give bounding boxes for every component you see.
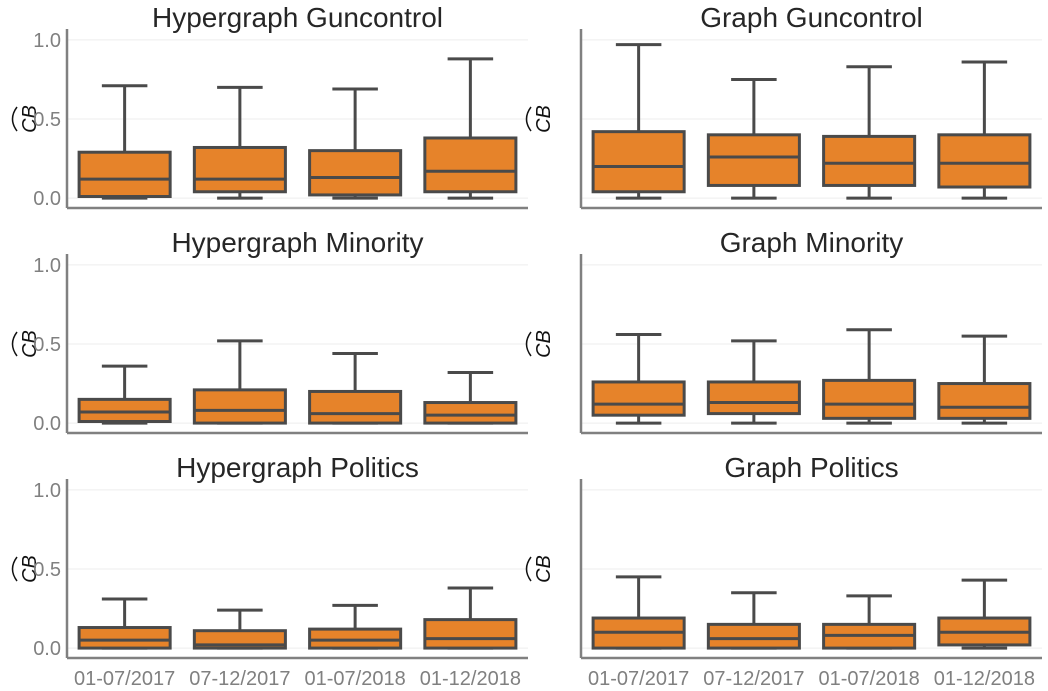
y-tick-label: 0.5: [33, 334, 61, 356]
chart-title: Graph Politics: [724, 452, 898, 483]
panel-1: Hypergraph Guncontrol CB 0.0 0.5 1.0: [11, 2, 528, 210]
iqr-box: [77, 397, 172, 424]
box-1: [591, 43, 686, 200]
iqr-box: [192, 388, 287, 425]
iqr-box: [308, 149, 403, 197]
y-axis-label: CB: [525, 555, 555, 583]
chart-title: Hypergraph Politics: [176, 452, 419, 483]
iqr-box: [937, 382, 1032, 420]
x-tick-label: 01-07/2018: [819, 668, 920, 690]
y-axis-label-text: CB: [19, 105, 41, 133]
box-4: [937, 334, 1032, 425]
panel-3: Hypergraph Minority CB 0.0 0.5 1.0: [11, 227, 528, 435]
hat-accent-icon: [525, 106, 532, 132]
y-tick-label: 1.0: [33, 480, 61, 502]
x-tick-label: 01-07/2017: [588, 668, 689, 690]
box-3: [822, 65, 917, 200]
box-2: [192, 85, 287, 200]
y-tick-label: 0.5: [33, 559, 61, 581]
box-1: [77, 84, 172, 200]
iqr-box: [423, 618, 518, 650]
iqr-box: [77, 150, 172, 199]
x-tick-label: 07-12/2017: [703, 668, 804, 690]
iqr-box: [308, 389, 403, 425]
y-tick-label: 0.0: [33, 638, 61, 660]
panel-4: Graph Minority CB: [525, 227, 1042, 435]
iqr-box: [423, 401, 518, 425]
iqr-box: [822, 378, 917, 420]
box-3: [308, 87, 403, 200]
iqr-box: [591, 380, 686, 417]
box-2: [192, 339, 287, 425]
chart-title: Hypergraph Guncontrol: [152, 2, 443, 33]
panel-2: Graph Guncontrol CB: [525, 2, 1042, 210]
iqr-box: [77, 626, 172, 650]
y-axis-label-text: CB: [533, 105, 555, 133]
y-axis-label: CB: [525, 105, 555, 133]
hat-accent-icon: [525, 556, 532, 582]
box-4: [423, 586, 518, 650]
iqr-box: [308, 627, 403, 650]
y-tick-label: 1.0: [33, 255, 61, 277]
y-tick-label: 0.0: [33, 413, 61, 435]
box-4: [423, 57, 518, 200]
y-tick-label: 0.0: [33, 188, 61, 210]
box-4: [937, 578, 1032, 650]
y-axis-label: CB: [11, 330, 41, 358]
box-3: [822, 328, 917, 425]
x-tick-label: 01-07/2018: [305, 668, 406, 690]
box-1: [591, 575, 686, 650]
box-2: [192, 608, 287, 650]
chart-title: Graph Guncontrol: [700, 2, 923, 33]
iqr-box: [591, 130, 686, 194]
chart-title: Graph Minority: [720, 227, 904, 258]
iqr-box: [192, 145, 287, 194]
x-tick-label: 07-12/2017: [189, 668, 290, 690]
box-2: [706, 77, 801, 200]
y-axis-label: CB: [525, 330, 555, 358]
box-4: [937, 60, 1032, 200]
hat-accent-icon: [11, 556, 18, 582]
box-3: [308, 603, 403, 650]
y-axis-label-text: CB: [533, 555, 555, 583]
iqr-box: [706, 380, 801, 416]
hat-accent-icon: [525, 331, 532, 357]
hat-accent-icon: [11, 106, 18, 132]
iqr-box: [423, 136, 518, 194]
y-axis-label: CB: [11, 105, 41, 133]
y-axis-label-text: CB: [19, 555, 41, 583]
box-3: [308, 351, 403, 425]
y-axis-label-text: CB: [533, 330, 555, 358]
y-tick-label: 1.0: [33, 30, 61, 52]
chart-title: Hypergraph Minority: [171, 227, 423, 258]
x-tick-label: 01-12/2018: [420, 668, 521, 690]
iqr-box: [706, 133, 801, 187]
box-1: [591, 333, 686, 425]
box-1: [77, 597, 172, 650]
panel-5: Hypergraph Politics CB 0.0 0.5 1.0 01-07/2017…: [11, 452, 528, 690]
y-tick-label: 0.5: [33, 109, 61, 131]
y-axis-label-text: CB: [19, 330, 41, 358]
hat-accent-icon: [11, 331, 18, 357]
x-tick-label: 01-12/2018: [934, 668, 1035, 690]
panel-6: Graph Politics CB 01-07/2017 07-12/2017 01-0…: [525, 452, 1042, 690]
x-tick-label: 01-07/2017: [74, 668, 175, 690]
box-2: [706, 339, 801, 425]
iqr-box: [937, 133, 1032, 189]
iqr-box: [822, 134, 917, 187]
box-2: [706, 591, 801, 650]
iqr-box: [706, 622, 801, 650]
y-axis-label: CB: [11, 555, 41, 583]
box-1: [77, 364, 172, 425]
box-4: [423, 370, 518, 425]
box-3: [822, 594, 917, 650]
